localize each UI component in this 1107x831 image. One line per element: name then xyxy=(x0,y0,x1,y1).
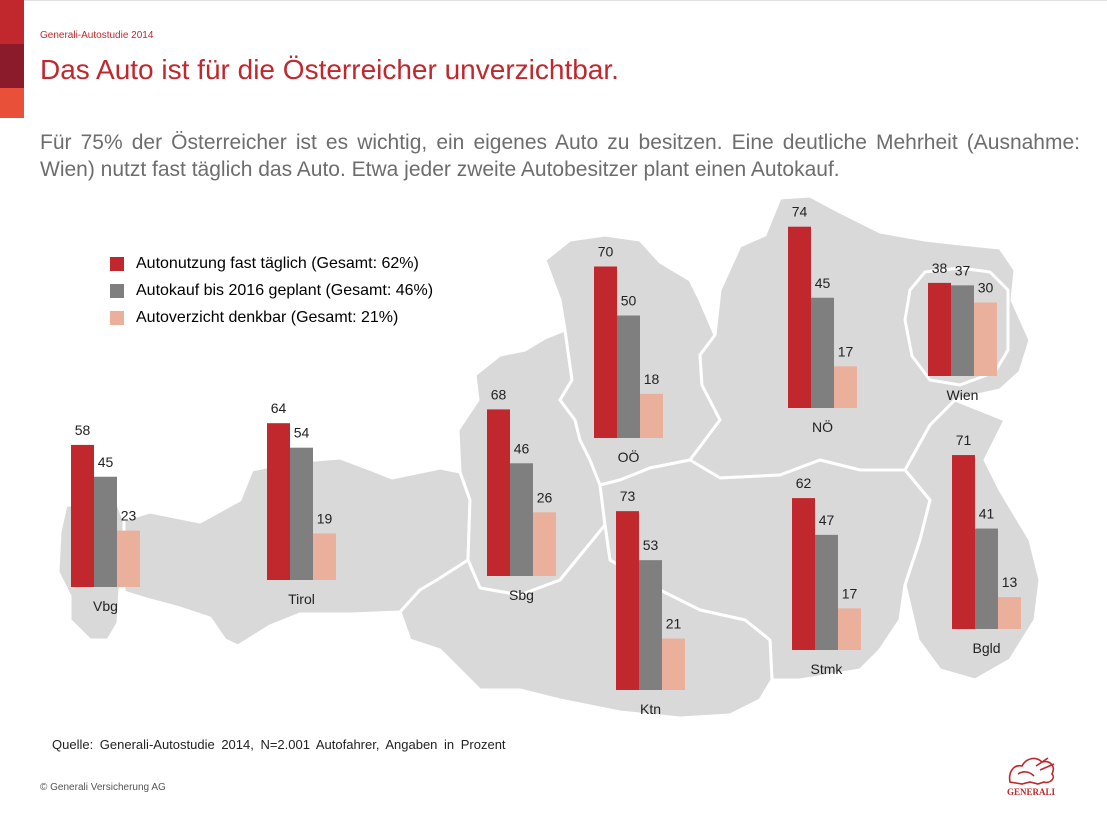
bar-ktn-series-2 xyxy=(639,560,662,690)
bar-group-wien: 38 37 30 Wien xyxy=(928,260,997,403)
legend-label-purchase-planned: Autokauf bis 2016 geplant (Gesamt: 46%) xyxy=(136,281,434,299)
data-label-wien-series-2: 37 xyxy=(955,262,971,278)
region-label-noe: NÖ xyxy=(812,418,833,435)
bar-noe-series-3 xyxy=(834,366,857,408)
legend-item-car-waiver: Autoverzicht denkbar (Gesamt: 21%) xyxy=(110,304,433,331)
data-label-ooe-series-3: 18 xyxy=(644,371,660,387)
brand-strip-orange xyxy=(0,88,24,118)
data-label-ooe-series-2: 50 xyxy=(621,293,637,309)
bar-sbg-series-3 xyxy=(533,512,556,576)
generali-lion-logo: GENERALI xyxy=(1007,757,1056,797)
bar-ooe-series-1 xyxy=(594,266,617,438)
data-label-tirol-series-1: 64 xyxy=(271,400,287,416)
data-label-tirol-series-3: 19 xyxy=(317,510,333,526)
data-label-ktn-series-2: 53 xyxy=(643,537,659,553)
data-label-stmk-series-2: 47 xyxy=(819,512,835,528)
data-label-vbg-series-2: 45 xyxy=(98,454,114,470)
legend-swatch-grey xyxy=(110,283,124,298)
data-label-vbg-series-3: 23 xyxy=(121,508,137,524)
legend-swatch-red xyxy=(110,256,124,271)
bar-stmk-series-3 xyxy=(838,608,861,650)
data-label-wien-series-3: 30 xyxy=(978,280,994,296)
bar-group-bgld: 71 41 13 Bgld xyxy=(952,432,1021,656)
bar-group-stmk: 62 47 17 Stmk xyxy=(792,475,861,677)
bar-ooe-series-3 xyxy=(640,393,663,438)
page-title: Das Auto ist für die Österreicher unverz… xyxy=(40,54,619,85)
bar-sbg-series-1 xyxy=(487,409,510,576)
region-label-sbg: Sbg xyxy=(509,587,534,603)
data-label-bgld-series-1: 71 xyxy=(956,432,972,448)
bar-group-noe: 74 45 17 NÖ xyxy=(788,204,857,435)
bar-ktn-series-3 xyxy=(662,638,685,690)
generali-logo-text: GENERALI xyxy=(1007,787,1056,797)
study-kicker: Generali-Autostudie 2014 xyxy=(40,30,154,41)
bar-vbg-series-2 xyxy=(94,476,117,587)
page-subtitle: Für 75% der Österreicher ist es wichtig,… xyxy=(40,131,1080,181)
data-label-bgld-series-3: 13 xyxy=(1002,574,1018,590)
bar-wien-series-2 xyxy=(951,285,974,376)
data-label-tirol-series-2: 54 xyxy=(294,425,310,441)
top-rule xyxy=(0,0,1107,1)
data-label-ktn-series-3: 21 xyxy=(666,616,682,632)
region-label-tirol: Tirol xyxy=(288,591,315,607)
bar-stmk-series-2 xyxy=(815,534,838,650)
data-label-stmk-series-1: 62 xyxy=(796,475,812,491)
bar-group-vbg: 58 45 23 Vbg xyxy=(71,422,140,614)
source-note: Quelle: Generali-Autostudie 2014, N=2.00… xyxy=(52,737,506,752)
data-label-ktn-series-1: 73 xyxy=(620,488,636,504)
bar-sbg-series-2 xyxy=(510,463,533,576)
data-label-stmk-series-3: 17 xyxy=(842,585,858,601)
bar-group-ktn: 73 53 21 Ktn xyxy=(616,488,685,717)
brand-strip-dark xyxy=(0,44,24,88)
bar-vbg-series-1 xyxy=(71,444,94,587)
region-label-stmk: Stmk xyxy=(811,661,844,677)
brand-strip-red xyxy=(0,0,24,44)
legend-item-purchase-planned: Autokauf bis 2016 geplant (Gesamt: 46%) xyxy=(110,277,433,304)
bar-group-tirol: 64 54 19 Tirol xyxy=(267,400,336,607)
data-label-noe-series-1: 74 xyxy=(792,204,808,220)
legend-swatch-salmon xyxy=(110,310,124,325)
bar-bgld-series-1 xyxy=(952,455,975,629)
bar-tirol-series-1 xyxy=(267,423,290,580)
region-label-ooe: OÖ xyxy=(618,448,640,465)
bar-ktn-series-1 xyxy=(616,511,639,690)
bar-tirol-series-3 xyxy=(313,533,336,580)
bar-groups: 58 45 23 Vbg 64 54 19 Tirol 68 46 26 Sbg 70 50 18 OÖ 74 4… xyxy=(71,204,1021,717)
legend-item-daily-use: Autonutzung fast täglich (Gesamt: 62%) xyxy=(110,250,433,277)
data-label-sbg-series-3: 26 xyxy=(537,489,553,505)
bar-group-sbg: 68 46 26 Sbg xyxy=(487,386,556,603)
data-label-wien-series-1: 38 xyxy=(932,260,948,276)
data-label-vbg-series-1: 58 xyxy=(75,422,91,438)
bar-noe-series-2 xyxy=(811,297,834,408)
data-label-noe-series-2: 45 xyxy=(815,275,831,291)
data-label-ooe-series-1: 70 xyxy=(598,244,614,260)
bar-group-ooe: 70 50 18 OÖ xyxy=(594,244,663,465)
copyright-note: © Generali Versicherung AG xyxy=(40,782,166,793)
region-label-ktn: Ktn xyxy=(640,701,661,717)
data-label-sbg-series-2: 46 xyxy=(514,440,530,456)
data-label-noe-series-3: 17 xyxy=(838,343,854,359)
bar-noe-series-1 xyxy=(788,226,811,408)
bar-wien-series-3 xyxy=(974,302,997,376)
region-label-vbg: Vbg xyxy=(93,598,118,614)
bar-bgld-series-2 xyxy=(975,528,998,629)
bar-tirol-series-2 xyxy=(290,447,313,580)
region-label-bgld: Bgld xyxy=(972,640,1000,656)
bar-ooe-series-2 xyxy=(617,315,640,438)
data-label-bgld-series-2: 41 xyxy=(979,506,995,522)
bar-bgld-series-3 xyxy=(998,597,1021,629)
legend-label-daily-use: Autonutzung fast täglich (Gesamt: 62%) xyxy=(136,254,419,272)
bar-vbg-series-3 xyxy=(117,530,140,587)
data-label-sbg-series-1: 68 xyxy=(491,386,507,402)
region-label-wien: Wien xyxy=(947,387,979,403)
chart-legend: Autonutzung fast täglich (Gesamt: 62%) A… xyxy=(110,250,433,331)
legend-label-car-waiver: Autoverzicht denkbar (Gesamt: 21%) xyxy=(136,308,399,326)
bar-wien-series-1 xyxy=(928,282,951,376)
bar-stmk-series-1 xyxy=(792,498,815,650)
